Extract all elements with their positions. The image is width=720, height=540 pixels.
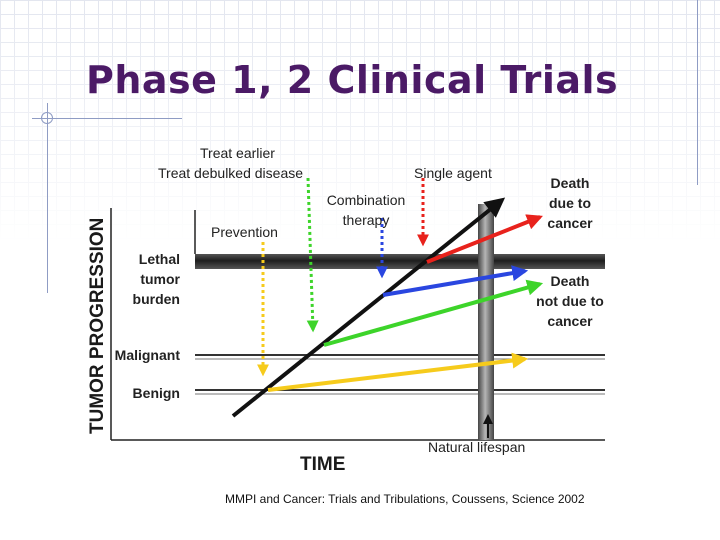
death-not-cancer-label-2: not due to xyxy=(536,293,604,309)
x-axis-label: TIME xyxy=(300,454,345,475)
yellow-outcome-arrow xyxy=(267,352,529,392)
treat-debulked-arrow xyxy=(306,177,319,333)
decor-circle xyxy=(41,112,53,124)
natural-lifespan-bar xyxy=(478,204,494,440)
death-not-cancer-label-3: cancer xyxy=(547,313,593,329)
single-agent-label: Single agent xyxy=(414,165,492,181)
lethal-burden-band xyxy=(195,254,605,269)
combination-label-2: therapy xyxy=(343,212,390,228)
natural-lifespan-label: Natural lifespan xyxy=(428,439,525,455)
death-not-cancer-label-1: Death xyxy=(551,273,590,289)
blue-outcome-arrow xyxy=(382,265,529,297)
combination-label-1: Combination xyxy=(327,192,406,208)
lethal-label-1: Lethal xyxy=(139,251,180,267)
tumor-progression-diagram: TUMOR PROGRESSION Lethal tumor burden Ma… xyxy=(70,138,610,478)
tumor-progression-line xyxy=(231,197,506,418)
slide-title: Phase 1, 2 Clinical Trials xyxy=(86,58,619,102)
malignant-label: Malignant xyxy=(115,347,181,363)
death-cancer-label-1: Death xyxy=(551,175,590,191)
green-outcome-arrow xyxy=(323,279,544,347)
death-cancer-label-2: due to xyxy=(549,195,591,211)
decor-horizontal-line xyxy=(32,118,182,119)
death-cancer-label-3: cancer xyxy=(547,215,593,231)
treat-earlier-label: Treat earlier xyxy=(200,145,275,161)
red-outcome-arrow xyxy=(426,214,543,264)
prevention-label: Prevention xyxy=(211,224,278,240)
decor-right-line xyxy=(697,0,698,185)
citation-caption: MMPI and Cancer: Trials and Tribulations… xyxy=(225,492,585,506)
decor-vertical-line xyxy=(47,103,48,293)
treat-debulked-label: Treat debulked disease xyxy=(158,165,303,181)
lethal-label-3: burden xyxy=(133,291,180,307)
lethal-label-2: tumor xyxy=(140,271,180,287)
benign-label: Benign xyxy=(133,385,180,401)
y-axis-label: TUMOR PROGRESSION xyxy=(87,218,108,434)
